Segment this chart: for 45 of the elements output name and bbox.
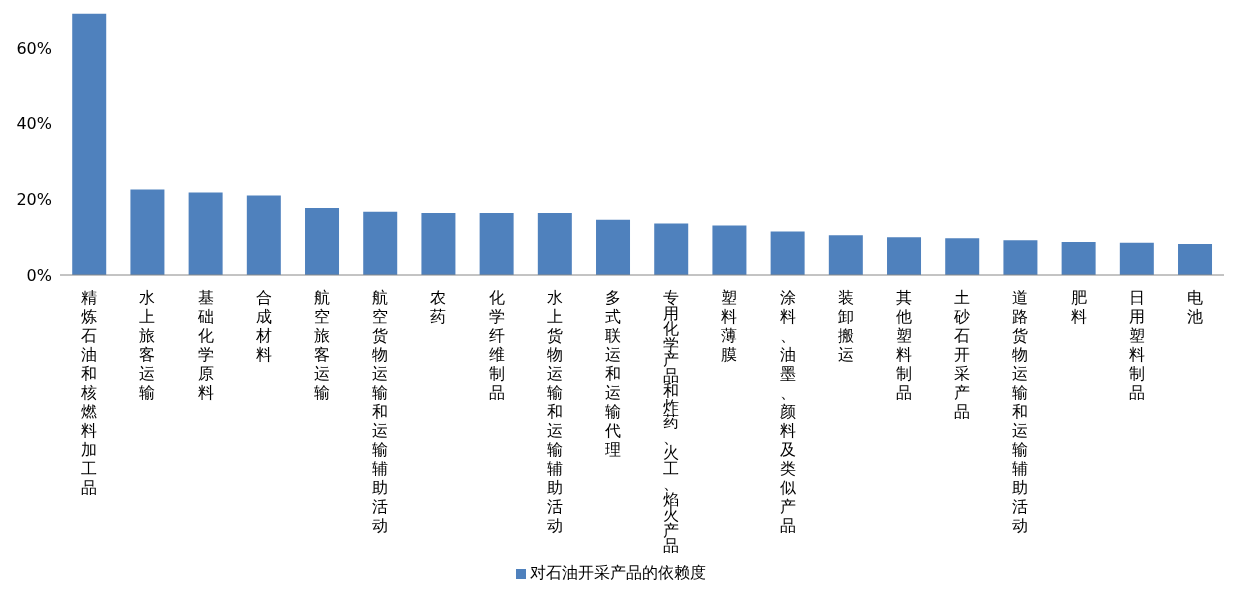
category-label: 精炼石油和核燃料加工品	[81, 288, 98, 497]
category-label: 道路货物运输和运输辅助活动	[1012, 288, 1029, 535]
x-tick-label: 其他塑料制品	[895, 288, 912, 402]
category-label: 航空货物运输和运输辅助活动	[372, 288, 389, 535]
x-tick-label: 土砂石开采产品	[953, 288, 971, 421]
x-tick-label: 电池	[1186, 288, 1203, 326]
bar	[1003, 240, 1038, 275]
bar	[537, 212, 572, 275]
x-tick-label: 水上旅客运输	[139, 288, 156, 402]
bar	[246, 195, 281, 275]
x-tick-label: 航空旅客运输	[313, 288, 330, 402]
x-tick-label: 塑料薄膜	[721, 288, 738, 364]
bar	[770, 231, 805, 275]
bar	[130, 189, 165, 275]
legend-label: 对石油开采产品的依赖度	[530, 563, 706, 582]
category-label: 专用化学产品和炸药、火工、焰火产品	[663, 288, 680, 555]
bar	[1178, 243, 1213, 275]
bar	[1061, 242, 1096, 275]
y-tick-label: 60%	[16, 38, 52, 58]
bar	[945, 238, 980, 275]
x-tick-label: 装卸搬运	[837, 288, 854, 364]
bar	[712, 225, 747, 275]
x-tick-label: 合成材料	[254, 288, 272, 364]
y-tick-label: 0%	[26, 265, 52, 285]
bar	[654, 223, 689, 275]
y-tick-label: 40%	[16, 114, 52, 134]
y-tick-label: 20%	[16, 189, 52, 209]
x-tick-label: 日用塑料制品	[1128, 288, 1145, 402]
bar	[363, 211, 398, 275]
bar	[1119, 242, 1154, 275]
bar	[596, 219, 631, 275]
bar	[72, 13, 107, 275]
bar	[887, 237, 922, 275]
category-label: 多式联运和运输代理	[604, 288, 621, 459]
bar	[828, 235, 863, 275]
x-tick-label: 化学纤维制品	[488, 288, 505, 402]
bar	[305, 207, 340, 275]
x-tick-label: 基础化学原料	[196, 288, 214, 402]
category-label: 涂料、油墨、颜料及类似产品	[779, 288, 796, 535]
category-label: 水上货物运输和运输辅助活动	[546, 288, 563, 535]
bar	[479, 212, 514, 275]
x-tick-label: 肥料	[1070, 288, 1087, 326]
bar	[188, 192, 223, 275]
bar	[421, 212, 456, 275]
x-tick-label: 农药	[430, 288, 447, 326]
